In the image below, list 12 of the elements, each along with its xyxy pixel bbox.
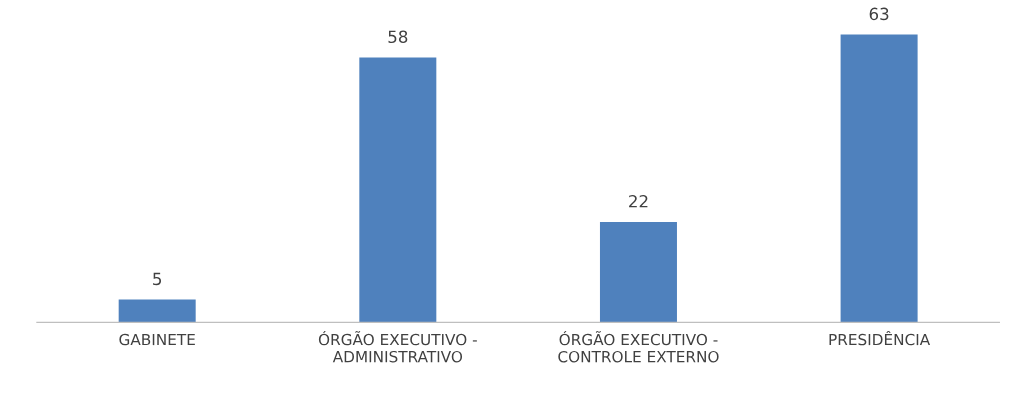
bar: [599, 221, 677, 323]
x-tick-label: ÓRGÃO EXECUTIVO - CONTROLE EXTERNO: [558, 330, 719, 363]
x-tick-label: GABINETE: [119, 333, 195, 346]
data-label: 63: [869, 7, 889, 21]
x-tick-label: PRESIDÊNCIA: [829, 330, 931, 346]
bar: [359, 57, 437, 323]
bar: [118, 299, 196, 323]
data-label: 58: [388, 30, 408, 44]
data-label: 5: [153, 272, 162, 286]
bar: [840, 34, 918, 323]
x-tick-label: ÓRGÃO EXECUTIVO - ADMINISTRATIVO: [318, 330, 477, 363]
data-label: 22: [629, 194, 648, 208]
